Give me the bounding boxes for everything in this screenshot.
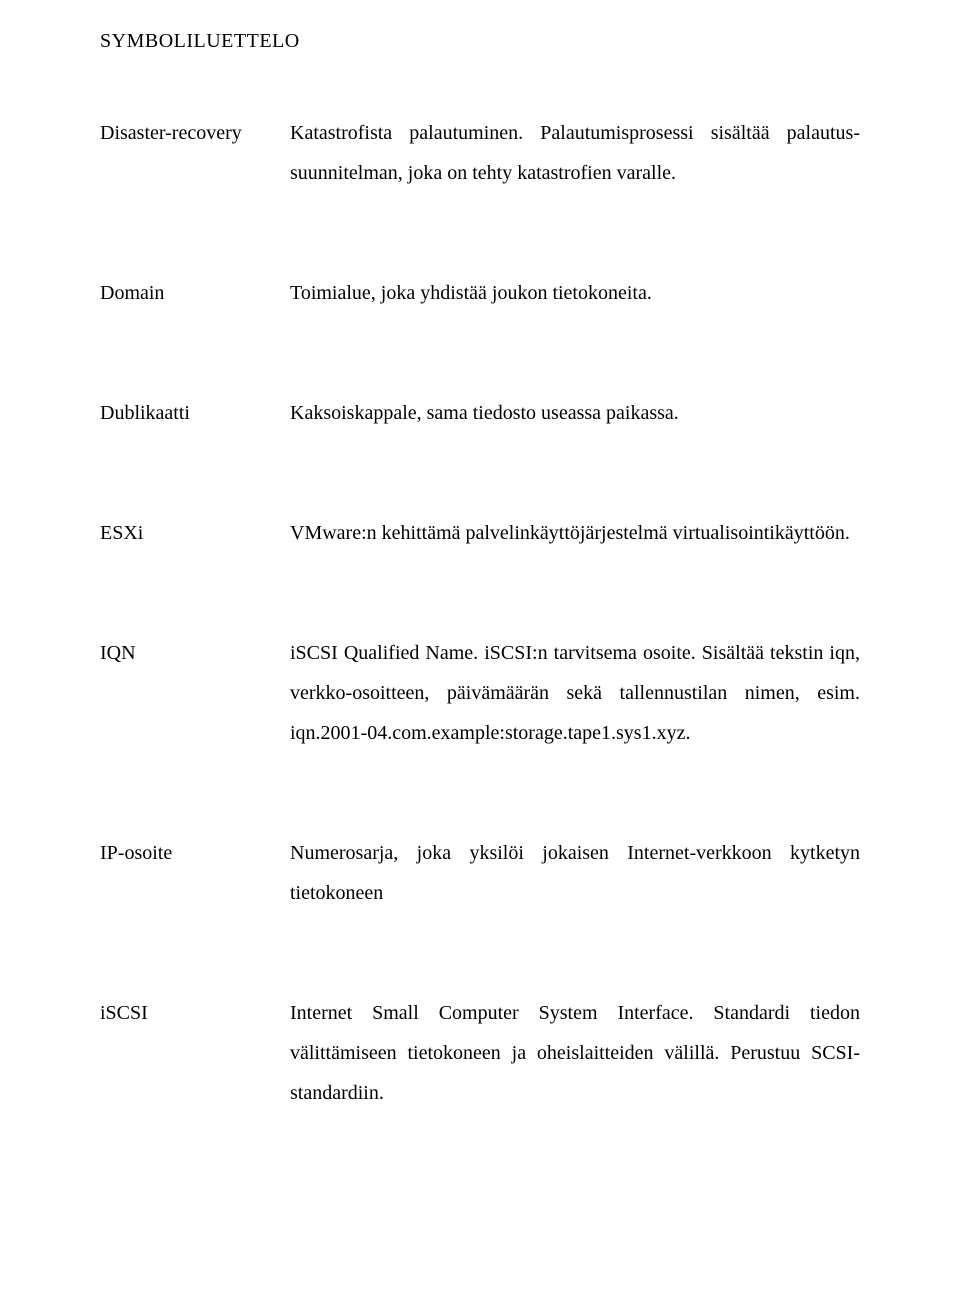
document-page: SYMBOLILUETTELO Disaster-recovery Katast…	[0, 0, 960, 1233]
glossary-term: IP-osoite	[100, 833, 290, 873]
glossary-entry: iSCSI Internet Small Computer System Int…	[100, 993, 860, 1113]
glossary-term: Domain	[100, 273, 290, 313]
glossary-definition: Katastrofista palautuminen. Palautumispr…	[290, 113, 860, 193]
glossary-entry: Disaster-recovery Katastrofista palautum…	[100, 113, 860, 193]
glossary-definition: Kaksoiskappale, sama tiedosto useassa pa…	[290, 393, 860, 433]
glossary-definition: VMware:n kehittämä palvelinkäyttöjärjest…	[290, 513, 860, 553]
glossary-entry: Dublikaatti Kaksoiskappale, sama tiedost…	[100, 393, 860, 433]
glossary-definition: Toimialue, joka yhdistää joukon tietokon…	[290, 273, 860, 313]
glossary-definition: iSCSI Qualified Name. iSCSI:n tarvitsema…	[290, 633, 860, 753]
glossary-definition: Numerosarja, joka yksilöi jokaisen Inter…	[290, 833, 860, 913]
glossary-entry: IP-osoite Numerosarja, joka yksilöi joka…	[100, 833, 860, 913]
page-title: SYMBOLILUETTELO	[100, 30, 860, 53]
glossary-entry: Domain Toimialue, joka yhdistää joukon t…	[100, 273, 860, 313]
glossary-term: ESXi	[100, 513, 290, 553]
glossary-term: Disaster-recovery	[100, 113, 290, 153]
glossary-term: Dublikaatti	[100, 393, 290, 433]
glossary-term: iSCSI	[100, 993, 290, 1033]
glossary-definition: Internet Small Computer System Interface…	[290, 993, 860, 1113]
glossary-term: IQN	[100, 633, 290, 673]
glossary-entry: ESXi VMware:n kehittämä palvelinkäyttöjä…	[100, 513, 860, 553]
glossary-entry: IQN iSCSI Qualified Name. iSCSI:n tarvit…	[100, 633, 860, 753]
